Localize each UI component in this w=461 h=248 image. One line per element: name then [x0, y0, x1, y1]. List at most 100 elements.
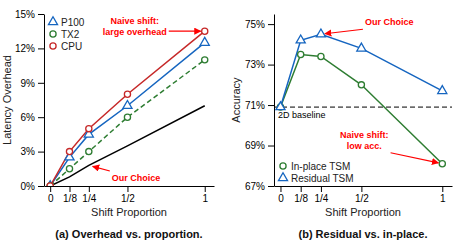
y-tick-mark	[268, 65, 274, 66]
legend-item: TX2	[50, 29, 80, 40]
y-tick-mark	[268, 24, 274, 25]
annotation-line: Naive shift:	[340, 130, 389, 140]
y-tick-label: 69%	[245, 140, 265, 151]
x-tick-mark	[321, 186, 322, 192]
y-tick: 12%	[15, 43, 44, 54]
y-tick: 3%	[21, 146, 44, 157]
series-point	[46, 181, 55, 186]
y-tick: 67%	[245, 181, 274, 192]
y-tick: 69%	[245, 140, 274, 151]
y-tick-mark	[38, 186, 44, 187]
legend: In-place TSMResidual TSM	[278, 161, 353, 184]
x-tick: 0	[48, 186, 54, 204]
x-tick-mark	[127, 186, 128, 192]
y-axis: 67% 69% 71% 73% 75%	[245, 15, 275, 192]
legend-marker	[50, 43, 56, 49]
series-point	[316, 29, 325, 37]
x-tick-label: 1/4	[314, 193, 328, 204]
annotation-line: Naive shift:	[110, 16, 159, 26]
y-tick-mark	[268, 186, 274, 187]
y-tick: 0%	[21, 181, 44, 192]
y-tick: 15%	[15, 9, 44, 20]
series-point	[298, 51, 304, 57]
annotation-line: large overhead	[103, 27, 167, 37]
x-tick-mark	[301, 186, 302, 192]
legend-label: In-place TSM	[291, 161, 350, 172]
series-point	[439, 161, 445, 167]
annotation-arrow	[169, 31, 201, 32]
series-point	[357, 43, 366, 51]
plot-area	[46, 28, 210, 186]
chart-panel: 01/81/41/2167%69%71%73%75%2D baselineIn-…	[230, 15, 453, 241]
legend-marker	[50, 31, 56, 37]
series-point	[86, 126, 92, 132]
x-axis-title: Shift Proportion	[325, 206, 401, 218]
y-tick-mark	[38, 152, 44, 153]
annotation: Naive shift:low acc.	[340, 130, 389, 151]
y-tick-mark	[38, 14, 44, 15]
series-point	[358, 82, 364, 88]
series-line	[50, 31, 205, 186]
y-tick: 75%	[245, 19, 274, 30]
y-tick-mark	[268, 105, 274, 106]
figure: 01/81/41/210%3%6%9%12%15%P100TX2CPUShift…	[0, 0, 461, 248]
annotation-line: low acc.	[347, 141, 382, 151]
y-tick: 71%	[245, 100, 274, 111]
legend-label: P100	[61, 17, 85, 28]
legend-marker	[278, 173, 287, 181]
y-tick-label: 9%	[21, 78, 36, 89]
series-point	[200, 37, 209, 45]
y-tick-label: 71%	[245, 100, 265, 111]
series-point	[438, 86, 447, 94]
x-tick-mark	[50, 186, 51, 192]
x-tick-label: 1/4	[82, 193, 96, 204]
x-tick-mark	[89, 186, 90, 192]
caption: (b) Residual vs. in-place.	[299, 228, 428, 240]
legend-label: Residual TSM	[291, 173, 354, 184]
series-line	[50, 60, 205, 186]
series-point	[124, 114, 130, 120]
series-line	[50, 43, 205, 186]
y-axis-title: Latency Overhead	[1, 55, 13, 145]
series-point	[296, 35, 305, 43]
x-tick: 1/4	[314, 186, 328, 204]
series-point	[66, 149, 72, 155]
series-point	[202, 28, 208, 34]
legend-item: Residual TSM	[278, 173, 353, 184]
series-point	[124, 91, 130, 97]
x-tick: 1	[202, 186, 208, 204]
series-line	[280, 34, 442, 107]
legend-label: CPU	[61, 41, 82, 52]
x-tick-label: 0	[48, 193, 54, 204]
x-tick-mark	[361, 186, 362, 192]
y-tick-label: 73%	[245, 59, 265, 70]
y-tick-label: 15%	[15, 9, 35, 20]
x-tick-label: 1/2	[355, 193, 369, 204]
y-tick: 6%	[21, 112, 44, 123]
y-tick-mark	[38, 83, 44, 84]
caption: (a) Overhead vs. proportion.	[55, 228, 202, 240]
annotation-arrow	[325, 29, 363, 34]
series-point	[66, 166, 72, 172]
x-axis-title: Shift Proportion	[91, 206, 167, 218]
annotation: Our Choice	[112, 173, 161, 183]
y-tick-label: 67%	[245, 181, 265, 192]
baseline	[274, 107, 452, 108]
chart-panel: 01/81/41/210%3%6%9%12%15%P100TX2CPUShift…	[1, 9, 215, 240]
annotation-line: Our Choice	[365, 17, 414, 27]
x-tick-mark	[205, 186, 206, 192]
y-axis-line	[274, 15, 275, 187]
y-tick-mark	[38, 48, 44, 49]
legend: P100TX2CPU	[48, 17, 84, 52]
x-tick-label: 1/2	[121, 193, 135, 204]
y-tick: 73%	[245, 59, 274, 70]
baseline-label: 2D baseline	[278, 110, 326, 120]
plot-area	[274, 29, 452, 167]
x-tick-label: 1	[202, 193, 208, 204]
series-point	[123, 100, 132, 108]
x-tick-label: 0	[278, 193, 284, 204]
legend-item: CPU	[50, 41, 82, 52]
y-tick-mark	[38, 117, 44, 118]
y-axis-line	[44, 15, 45, 187]
y-tick-mark	[268, 146, 274, 147]
